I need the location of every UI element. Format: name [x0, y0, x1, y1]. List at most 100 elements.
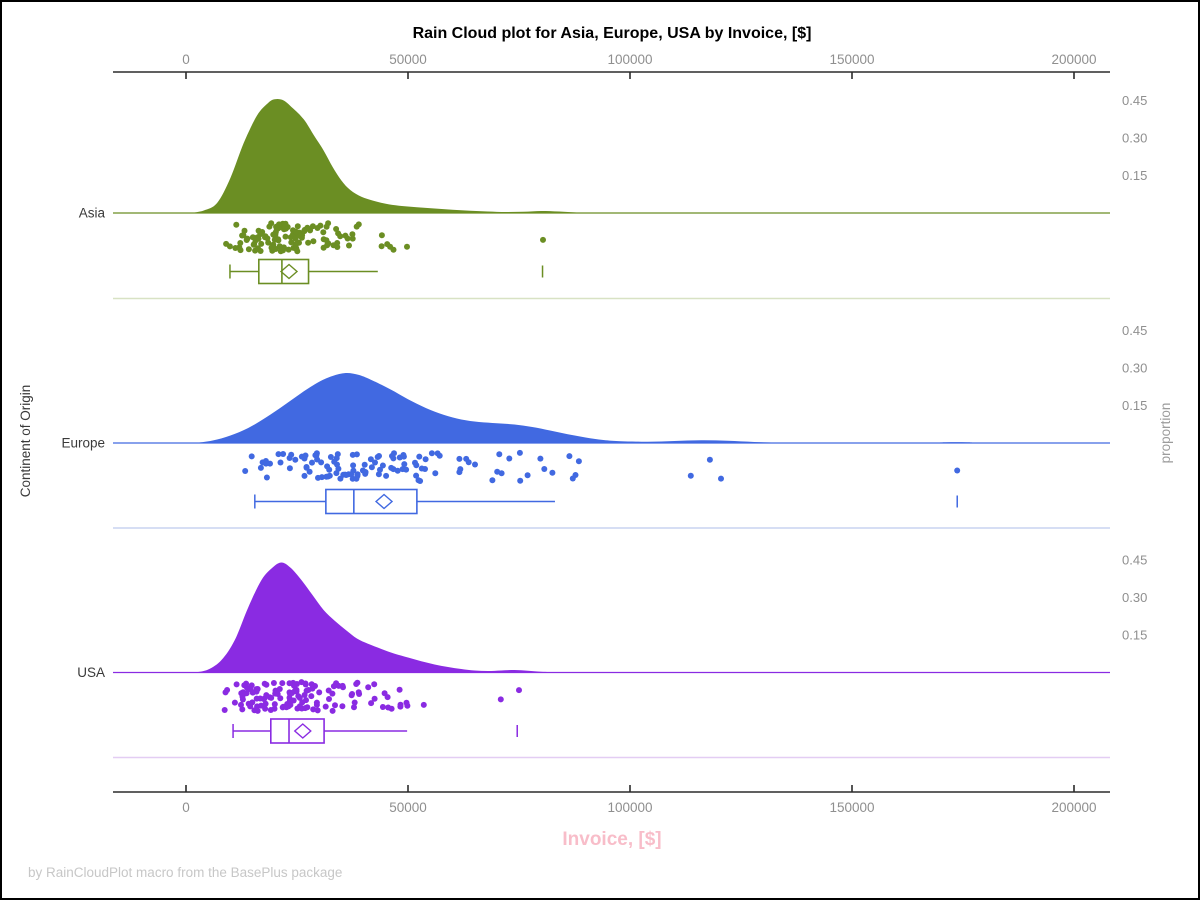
scatter-point [354, 471, 361, 478]
scatter-point-outlier [540, 236, 546, 243]
scatter-point [351, 699, 358, 706]
scatter-point [342, 471, 349, 478]
scatter-point [378, 232, 385, 239]
scatter-point [349, 451, 356, 458]
scatter-point [323, 223, 330, 230]
scatter-point [285, 246, 292, 253]
scatter-point [302, 705, 309, 712]
scatter-point [342, 232, 349, 239]
scatter-point [365, 684, 372, 691]
proportion-tick-label: 0.45 [1122, 323, 1147, 338]
x-axes: 0 50000 100000 150000 200000 0 50000 100000 1500… [113, 52, 1110, 815]
proportion-tick-label: 0.30 [1122, 361, 1147, 376]
chart-title: Rain Cloud plot for Asia, Europe, USA by… [413, 25, 812, 42]
y-axis-title-left: Continent of Origin [18, 385, 33, 498]
scatter-point [316, 689, 323, 696]
scatter-point [403, 466, 410, 473]
scatter-point [285, 703, 292, 710]
x-axis-title: Invoice, [$] [562, 829, 661, 850]
proportion-tick-label: 0.45 [1122, 93, 1147, 108]
scatter-point [291, 688, 298, 694]
scatter-point-outlier [516, 687, 522, 694]
mean-diamond [374, 493, 394, 510]
scatter-point [240, 232, 247, 239]
scatter-point [354, 679, 361, 686]
scatter-point [221, 707, 228, 713]
scatter-point [271, 701, 278, 708]
scatter-point [296, 694, 303, 701]
scatter-point [239, 706, 246, 713]
scatter-point [388, 705, 395, 712]
panel-usa: 0.45 0.30 0.15 USA [77, 553, 1147, 759]
scatter-point [308, 693, 315, 700]
scatter-point [356, 691, 363, 697]
scatter-point [353, 475, 360, 482]
scatter-point [262, 233, 269, 240]
scatter-point [302, 452, 309, 459]
scatter-point [257, 695, 264, 702]
scatter-point [569, 475, 576, 482]
scatter-point [315, 474, 321, 481]
scatter-point [301, 228, 308, 234]
scatter-point-outlier [575, 458, 582, 465]
scatter-point [324, 463, 331, 470]
bottom-x-tick-label: 100000 [607, 800, 652, 815]
scatter-point [269, 243, 276, 250]
scatter-point [312, 452, 319, 459]
scatter-point [250, 241, 257, 248]
scatter-point [384, 694, 391, 701]
scatter-point [326, 696, 332, 702]
scatter-point [348, 471, 355, 478]
scatter-point [339, 682, 346, 689]
scatter-point [416, 453, 423, 460]
scatter-point [271, 705, 278, 712]
scatter-point [224, 687, 231, 693]
scatter-point [248, 453, 255, 460]
scatter-point [258, 240, 265, 247]
scatter-point-outlier [718, 475, 724, 482]
scatter-point [334, 240, 341, 246]
scatter-point [362, 469, 369, 476]
scatter-point [303, 687, 310, 694]
scatter-point [223, 240, 230, 247]
box-iqr [270, 718, 325, 744]
box-iqr [258, 258, 310, 285]
mean-diamond [293, 723, 312, 739]
scatter-point [400, 453, 407, 460]
scatter-point [292, 456, 299, 463]
scatter-point [291, 682, 297, 689]
panel-asia: 0.45 0.30 0.15 Asia [79, 93, 1147, 300]
scatter-point [415, 477, 422, 484]
scatter-point-outlier [954, 467, 961, 474]
scatter-point [428, 450, 435, 457]
scatter-point [290, 697, 297, 704]
scatter-point [282, 233, 289, 240]
density-cloud-europe [194, 372, 1097, 443]
scatter-point [314, 707, 321, 714]
category-label-europe: Europe [61, 436, 105, 451]
scatter-point [301, 472, 308, 479]
scatter-point [355, 221, 362, 228]
scatter-point [566, 453, 573, 460]
chart-body: 0 50000 100000 150000 200000 0 50000 100000 1500… [61, 52, 1147, 815]
scatter-point [293, 228, 299, 235]
scatter-point [524, 472, 531, 479]
category-label-asia: Asia [79, 206, 106, 221]
scatter-point [309, 459, 315, 466]
scatter-point [294, 705, 301, 712]
proportion-tick-label: 0.15 [1122, 398, 1147, 413]
scatter-point [394, 467, 401, 474]
scatter-point [233, 221, 240, 228]
scatter-point [323, 237, 330, 244]
scatter-point [329, 707, 336, 714]
scatter-point [305, 239, 312, 246]
scatter-point [375, 471, 382, 478]
scatter-point [420, 701, 427, 708]
scatter-point [549, 469, 556, 476]
scatter-point [275, 237, 282, 244]
scatter-point [396, 686, 403, 693]
scatter-point [262, 705, 269, 712]
scatter-point [282, 220, 289, 227]
